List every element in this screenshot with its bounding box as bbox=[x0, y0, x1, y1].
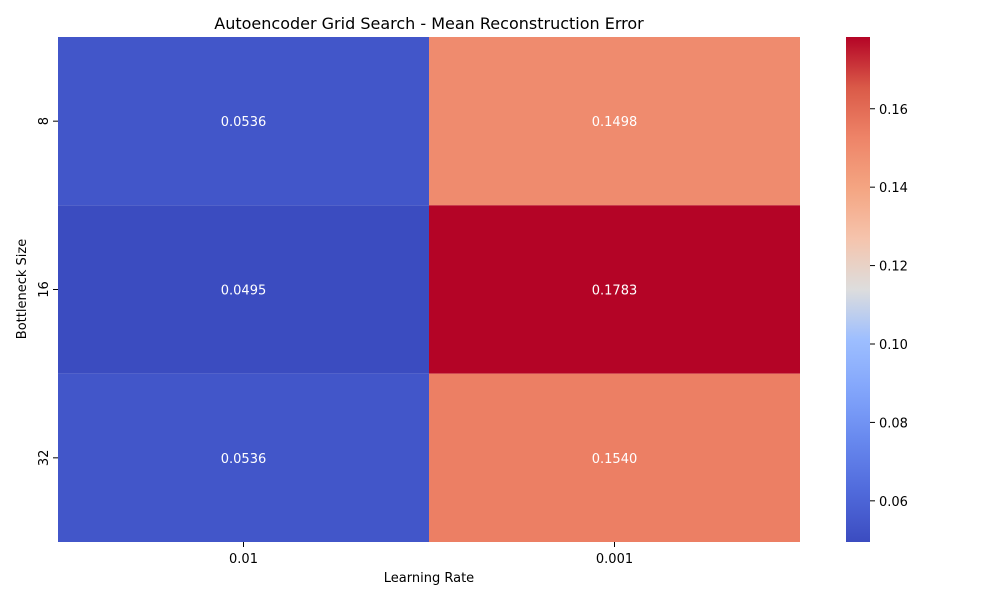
y-tick-label: 32 bbox=[37, 450, 52, 467]
colorbar-tick-label: 0.16 bbox=[879, 103, 908, 118]
heatmap-cell-32-0.01 bbox=[58, 373, 429, 542]
cell-value-label: 0.0536 bbox=[221, 452, 267, 467]
heatmap-cell-8-0.01 bbox=[58, 37, 429, 206]
colorbar-tick-label: 0.10 bbox=[879, 338, 908, 353]
chart-title: Autoencoder Grid Search - Mean Reconstru… bbox=[214, 14, 644, 33]
cell-value-label: 0.0536 bbox=[221, 115, 267, 130]
cell-value-label: 0.1498 bbox=[592, 115, 638, 130]
heatmap-cell-16-0.01 bbox=[58, 205, 429, 374]
y-axis-label: Bottleneck Size bbox=[15, 239, 30, 339]
colorbar-tick-label: 0.12 bbox=[879, 260, 908, 275]
heatmap-cells: 0.0536 0.1498 0.0495 0.1783 0.0536 0.1540 bbox=[58, 37, 800, 542]
heatmap-cell-32-0.001 bbox=[429, 373, 800, 542]
colorbar-ticks: 0.06 0.08 0.10 0.12 0.14 0.16 bbox=[870, 103, 908, 510]
colorbar-tick-label: 0.14 bbox=[879, 181, 908, 196]
x-axis-label: Learning Rate bbox=[384, 571, 474, 586]
cell-value-label: 0.1783 bbox=[592, 284, 638, 299]
x-axis: 0.01 0.001 bbox=[229, 542, 633, 567]
heatmap-cell-8-0.001 bbox=[429, 37, 800, 206]
cell-value-label: 0.0495 bbox=[221, 284, 267, 299]
colorbar bbox=[846, 37, 870, 542]
y-tick-label: 8 bbox=[37, 117, 52, 125]
y-tick-label: 16 bbox=[37, 281, 52, 298]
y-axis: 8 16 32 bbox=[37, 117, 58, 466]
cell-value-label: 0.1540 bbox=[592, 452, 638, 467]
x-tick-label: 0.001 bbox=[596, 552, 633, 567]
heatmap-cell-16-0.001 bbox=[429, 205, 800, 374]
x-tick-label: 0.01 bbox=[229, 552, 258, 567]
colorbar-tick-label: 0.06 bbox=[879, 495, 908, 510]
colorbar-tick-label: 0.08 bbox=[879, 416, 908, 431]
